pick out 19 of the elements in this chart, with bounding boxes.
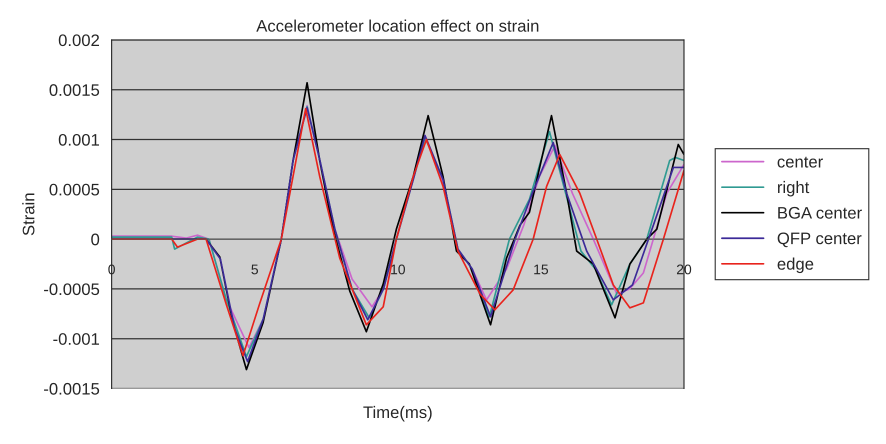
y-tick-label: 0.001 xyxy=(58,134,100,146)
legend-label: edge xyxy=(778,258,814,274)
x-axis-title: Time(ms) xyxy=(363,406,432,422)
legend-label: center xyxy=(778,156,823,168)
y-tick-label: -0.0005 xyxy=(44,283,100,296)
x-tick-label: 5 xyxy=(251,264,258,274)
x-tick-label: 15 xyxy=(534,264,548,274)
legend-label: BGA center xyxy=(778,206,862,219)
legend-label: QFP center xyxy=(778,232,862,248)
y-tick-label: -0.001 xyxy=(53,333,100,345)
chart-title: Accelerometer location effect on strain xyxy=(256,20,538,32)
y-tick-label: -0.0015 xyxy=(44,382,100,395)
legend-label: right xyxy=(778,180,810,196)
x-tick-label: 10 xyxy=(391,264,405,274)
y-tick-label: 0.002 xyxy=(58,34,99,46)
y-tick-label: 0.0015 xyxy=(50,84,100,96)
y-tick-label: 0.0005 xyxy=(50,184,100,196)
y-tick-label: 0 xyxy=(91,234,100,246)
y-axis-title: Strain xyxy=(22,194,34,236)
